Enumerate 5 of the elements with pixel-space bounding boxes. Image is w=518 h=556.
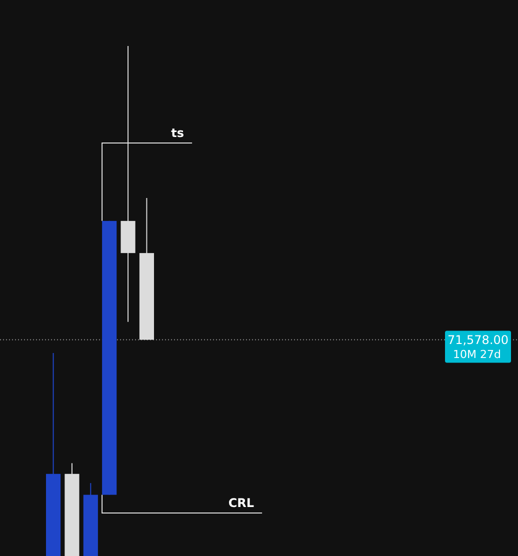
text: CRL	[228, 496, 254, 510]
candlestick	[120, 46, 136, 322]
text: ts	[171, 126, 184, 140]
text: 10M 27d	[453, 348, 501, 361]
text: 71,578.00	[447, 332, 509, 347]
